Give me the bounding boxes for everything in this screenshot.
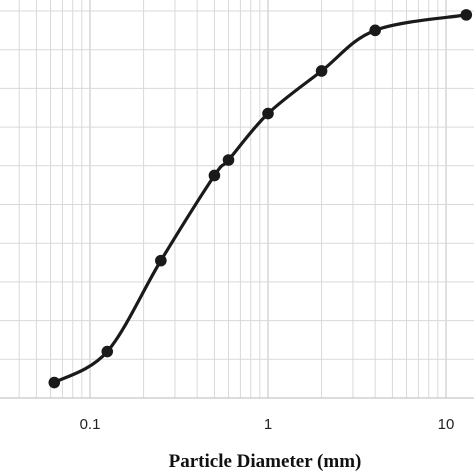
data-point	[48, 376, 61, 389]
data-markers	[48, 9, 473, 389]
data-point	[369, 24, 381, 37]
data-point	[155, 254, 167, 267]
major-gridlines	[0, 0, 474, 398]
data-point	[315, 65, 328, 77]
x-tick-label: 0.1	[80, 416, 101, 433]
data-point	[222, 154, 235, 166]
minor-gridlines	[18, 0, 439, 398]
x-tick-labels: 0.1 1 10	[80, 416, 455, 433]
data-point	[208, 169, 221, 182]
data-point	[262, 107, 274, 120]
data-point	[101, 345, 114, 358]
x-tick-label: 1	[264, 416, 272, 433]
x-axis-title: Particle Diameter (mm)	[169, 451, 362, 472]
x-tick-label: 10	[438, 416, 455, 433]
data-point	[460, 9, 473, 21]
